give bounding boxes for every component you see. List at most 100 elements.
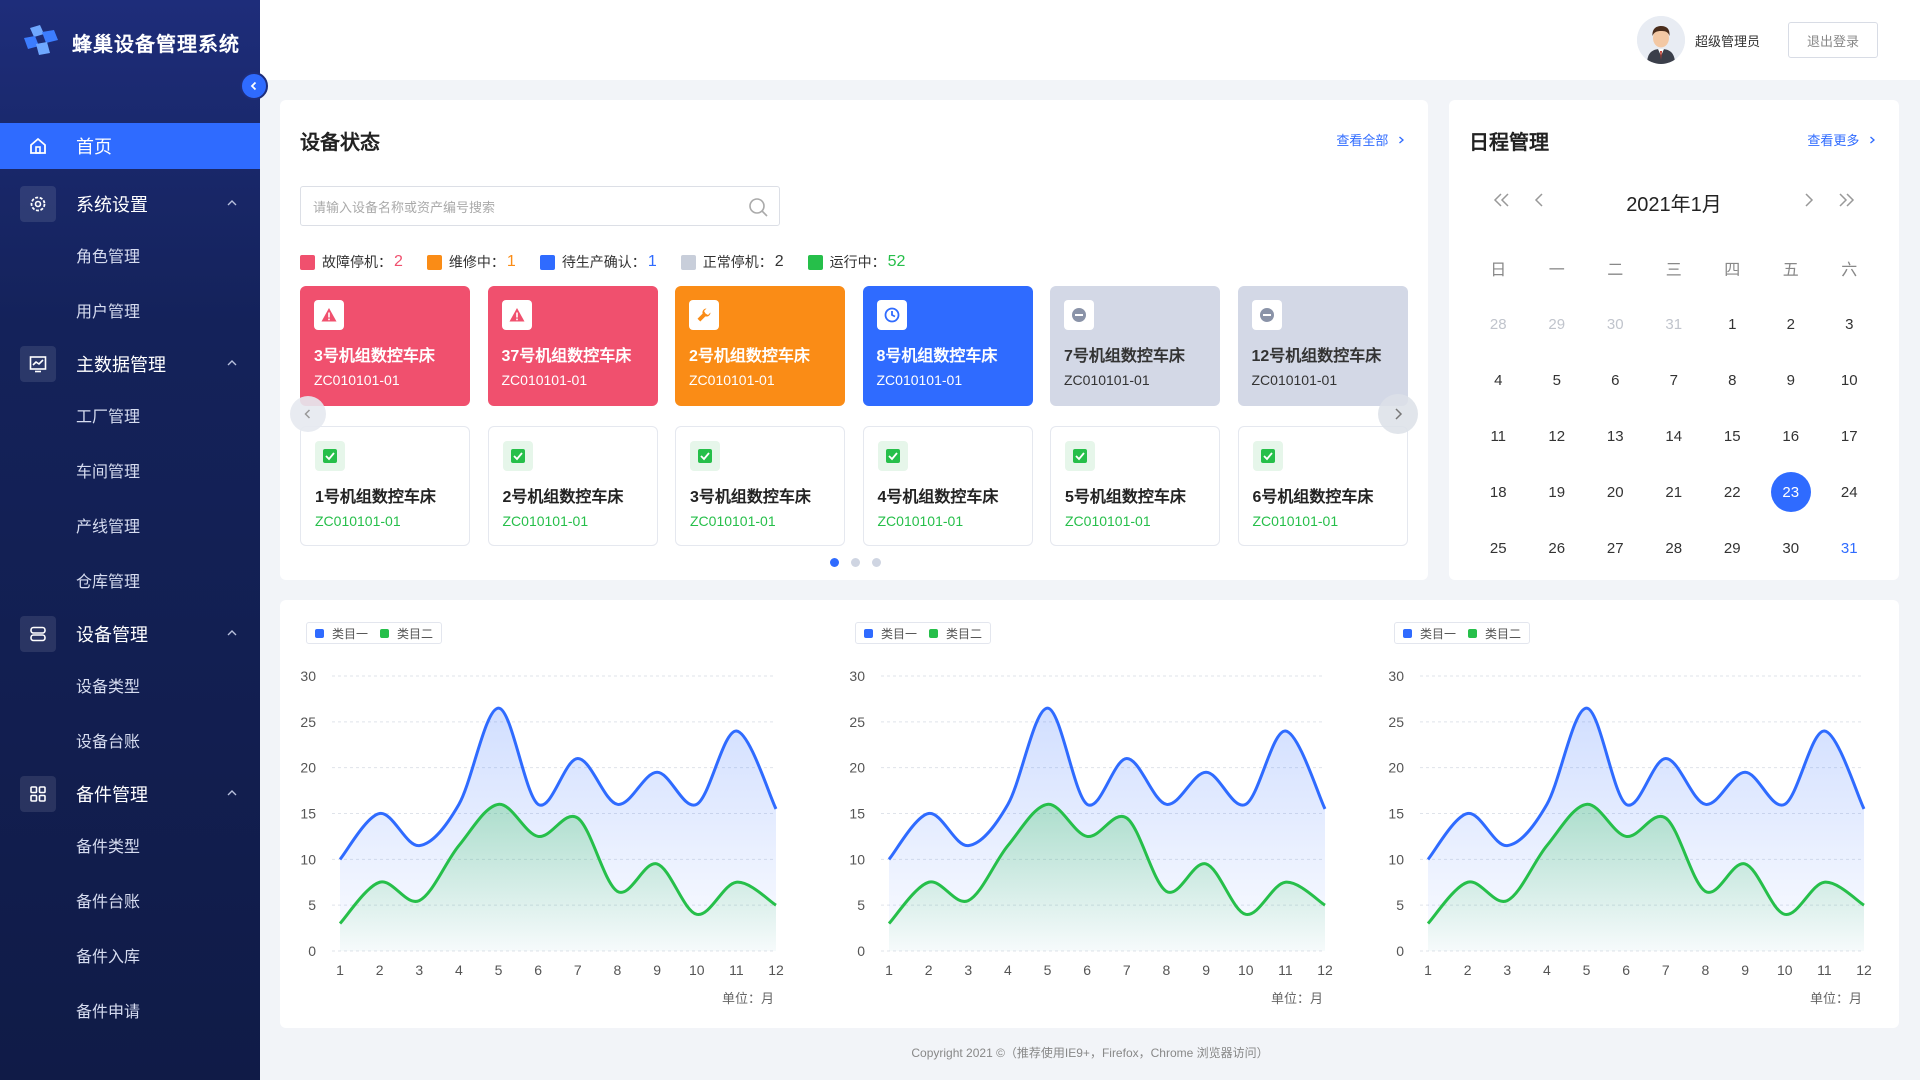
device-tile-running[interactable]: 4号机组数控车床 ZC010101-01 xyxy=(862,426,1033,546)
calendar-day[interactable]: 18 xyxy=(1489,483,1507,501)
user-info[interactable]: 超级管理员 xyxy=(1636,16,1760,64)
calendar-day[interactable]: 28 xyxy=(1665,539,1683,557)
sidebar-item-spare-parts[interactable]: 备件管理 xyxy=(0,771,260,817)
chart-legend-item[interactable]: 类目二 xyxy=(380,625,433,642)
series-line[interactable] xyxy=(338,802,777,925)
sidebar-item-master-data[interactable]: 主数据管理 xyxy=(0,341,260,387)
device-tile-running[interactable]: 5号机组数控车床 ZC010101-01 xyxy=(1050,426,1220,546)
series-line[interactable] xyxy=(338,706,778,861)
sidebar-subitem-spare-request[interactable]: 备件申请 xyxy=(76,1003,141,1021)
series-line[interactable] xyxy=(1426,802,1865,925)
calendar-day[interactable]: 28 xyxy=(1489,315,1507,333)
carousel-prev-button[interactable] xyxy=(290,396,326,432)
calendar-day[interactable]: 19 xyxy=(1548,483,1566,501)
chart-legend-item[interactable]: 类目一 xyxy=(1403,625,1456,642)
chart-legend-item[interactable]: 类目一 xyxy=(864,625,917,642)
sidebar-subitem-warehouse[interactable]: 仓库管理 xyxy=(76,573,141,591)
y-tick-label: 30 xyxy=(300,668,316,684)
carousel-dot[interactable] xyxy=(830,558,839,567)
sidebar-subitem-users[interactable]: 用户管理 xyxy=(76,303,141,321)
calendar-day[interactable]: 31 xyxy=(1840,539,1858,557)
calendar-day-today[interactable]: 23 xyxy=(1762,472,1821,512)
calendar-day[interactable]: 24 xyxy=(1840,483,1858,501)
chart-legend-item[interactable]: 类目二 xyxy=(929,625,982,642)
view-more-link[interactable]: 查看更多 xyxy=(1807,130,1877,149)
sidebar-item-equipment[interactable]: 设备管理 xyxy=(0,611,260,657)
series-line[interactable] xyxy=(887,706,1327,861)
calendar-day[interactable]: 9 xyxy=(1786,371,1795,389)
calendar-day[interactable]: 17 xyxy=(1840,427,1858,445)
series-line[interactable] xyxy=(1426,706,1866,861)
calendar-day[interactable]: 11 xyxy=(1490,427,1507,445)
device-tile-stopped[interactable]: 7号机组数控车床 ZC010101-01 xyxy=(1050,286,1220,406)
device-tile-fault[interactable]: 37号机组数控车床 ZC010101-01 xyxy=(487,286,658,406)
calendar-day[interactable]: 7 xyxy=(1669,371,1678,389)
chart-legend-item[interactable]: 类目一 xyxy=(315,625,368,642)
calendar-day[interactable]: 2 xyxy=(1786,315,1795,333)
sidebar-subitem-spare-inbound[interactable]: 备件入库 xyxy=(76,948,141,966)
device-search-input[interactable]: 请输入设备名称或资产编号搜索 xyxy=(300,186,780,226)
calendar-weekday: 一 xyxy=(1548,262,1565,279)
device-tile-running[interactable]: 2号机组数控车床 ZC010101-01 xyxy=(487,426,658,546)
calendar-day[interactable]: 16 xyxy=(1782,427,1800,445)
sidebar-subitem-line[interactable]: 产线管理 xyxy=(76,518,141,536)
calendar-day[interactable]: 12 xyxy=(1548,427,1566,445)
double-chevron-right-icon[interactable] xyxy=(1837,192,1855,208)
logout-button[interactable]: 退出登录 xyxy=(1788,22,1878,58)
sidebar-subitem-spare-ledger[interactable]: 备件台账 xyxy=(76,893,141,911)
calendar-day[interactable]: 26 xyxy=(1548,539,1566,557)
sidebar-subitem-equipment-type[interactable]: 设备类型 xyxy=(76,678,141,696)
calendar-day[interactable]: 29 xyxy=(1723,539,1741,557)
calendar-day[interactable]: 8 xyxy=(1728,371,1737,389)
chart-monitor-icon xyxy=(20,346,56,382)
calendar-day[interactable]: 25 xyxy=(1489,539,1507,557)
carousel-dot[interactable] xyxy=(872,558,881,567)
calendar-day[interactable]: 14 xyxy=(1665,427,1683,445)
chart-legend-item[interactable]: 类目二 xyxy=(1468,625,1521,642)
calendar-day[interactable]: 20 xyxy=(1606,483,1624,501)
device-tile-running[interactable]: 3号机组数控车床 ZC010101-01 xyxy=(675,426,845,546)
server-icon xyxy=(20,616,56,652)
y-tick-label: 20 xyxy=(849,760,865,776)
device-tile-stopped[interactable]: 12号机组数控车床 ZC010101-01 xyxy=(1237,286,1408,406)
chevron-left-icon[interactable] xyxy=(1533,192,1545,208)
chevron-right-icon[interactable] xyxy=(1803,192,1815,208)
sidebar-item-home[interactable]: 首页 xyxy=(0,123,260,169)
view-all-link[interactable]: 查看全部 xyxy=(1336,130,1406,149)
brand[interactable]: 蜂巢设备管理系统 xyxy=(20,22,240,62)
sidebar-subitem-workshop[interactable]: 车间管理 xyxy=(76,463,141,481)
series-line[interactable] xyxy=(887,802,1326,925)
device-tile-running[interactable]: 6号机组数控车床 ZC010101-01 xyxy=(1237,426,1408,546)
search-icon[interactable] xyxy=(747,196,769,218)
device-tile-repair[interactable]: 2号机组数控车床 ZC010101-01 xyxy=(675,286,845,406)
calendar-day[interactable]: 21 xyxy=(1665,483,1683,501)
sidebar-subitem-roles[interactable]: 角色管理 xyxy=(76,248,141,266)
calendar-day[interactable]: 4 xyxy=(1494,371,1503,389)
sidebar-subitem-factory[interactable]: 工厂管理 xyxy=(76,408,141,426)
calendar-day[interactable]: 15 xyxy=(1723,427,1741,445)
device-tile-running[interactable]: 1号机组数控车床 ZC010101-01 xyxy=(300,426,470,546)
sidebar-subitem-equipment-ledger[interactable]: 设备台账 xyxy=(76,733,141,751)
calendar-day[interactable]: 5 xyxy=(1552,371,1561,389)
sidebar-item-system-settings[interactable]: 系统设置 xyxy=(0,181,260,227)
calendar-day[interactable]: 30 xyxy=(1782,539,1800,557)
calendar-day[interactable]: 22 xyxy=(1723,483,1741,501)
calendar-day[interactable]: 30 xyxy=(1606,315,1624,333)
sidebar-collapse-button[interactable] xyxy=(240,72,268,100)
calendar-day[interactable]: 29 xyxy=(1548,315,1566,333)
carousel-next-button[interactable] xyxy=(1378,394,1418,434)
calendar-day[interactable]: 27 xyxy=(1606,539,1624,557)
calendar-day[interactable]: 1 xyxy=(1728,315,1737,333)
device-tile-pending[interactable]: 8号机组数控车床 ZC010101-01 xyxy=(862,286,1033,406)
footer-copyright: Copyright 2021 ©（推荐使用IE9+，Firefox，Chrome… xyxy=(911,1046,1269,1060)
carousel-dot[interactable] xyxy=(851,558,860,567)
sidebar-subitem-spare-type[interactable]: 备件类型 xyxy=(76,838,141,856)
device-tile-fault[interactable]: 3号机组数控车床 ZC010101-01 xyxy=(300,286,470,406)
x-tick-label: 12 xyxy=(1856,962,1872,978)
calendar-day[interactable]: 10 xyxy=(1840,371,1858,389)
calendar-day[interactable]: 3 xyxy=(1845,315,1854,333)
calendar-day[interactable]: 31 xyxy=(1665,315,1683,333)
calendar-day[interactable]: 13 xyxy=(1606,427,1624,445)
double-chevron-left-icon[interactable] xyxy=(1493,192,1511,208)
calendar-day[interactable]: 6 xyxy=(1611,371,1620,389)
